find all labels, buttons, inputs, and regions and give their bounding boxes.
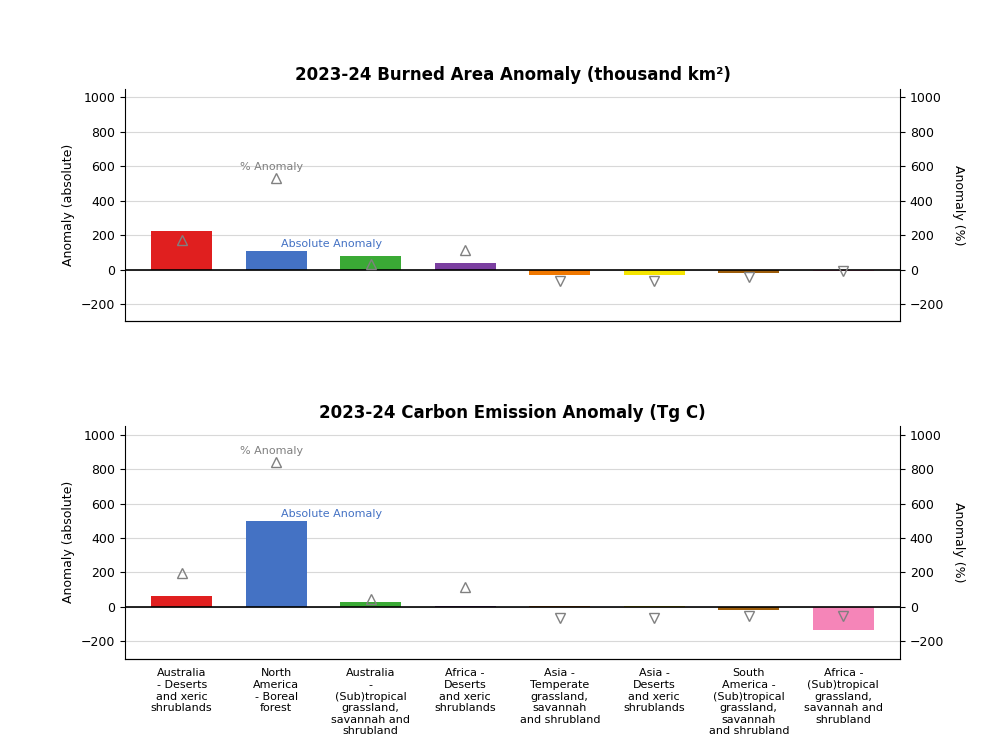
Y-axis label: Anomaly (%): Anomaly (%)	[952, 165, 965, 246]
Bar	[435, 606, 496, 607]
Text: Absolute Anomaly: Absolute Anomaly	[281, 509, 382, 519]
Bar	[718, 269, 779, 274]
Title: 2023-24 Carbon Emission Anomaly (Tg C): 2023-24 Carbon Emission Anomaly (Tg C)	[319, 404, 706, 422]
Bar	[529, 269, 590, 275]
Bar	[340, 255, 401, 269]
Bar	[151, 596, 212, 607]
Text: % Anomaly: % Anomaly	[240, 162, 303, 172]
Y-axis label: Anomaly (absolute): Anomaly (absolute)	[62, 481, 75, 603]
Bar	[624, 606, 685, 607]
Bar	[246, 521, 307, 607]
Bar	[718, 607, 779, 610]
Bar	[435, 263, 496, 269]
Bar	[813, 269, 874, 271]
Y-axis label: Anomaly (%): Anomaly (%)	[952, 502, 965, 582]
Y-axis label: Anomaly (absolute): Anomaly (absolute)	[62, 144, 75, 266]
Text: % Anomaly: % Anomaly	[240, 446, 303, 456]
Bar	[624, 269, 685, 275]
Text: Absolute Anomaly: Absolute Anomaly	[281, 239, 382, 249]
Title: 2023-24 Burned Area Anomaly (thousand km²): 2023-24 Burned Area Anomaly (thousand km…	[295, 67, 730, 84]
Bar	[246, 251, 307, 269]
Bar	[151, 231, 212, 269]
Bar	[529, 606, 590, 607]
Bar	[340, 602, 401, 607]
Bar	[813, 607, 874, 630]
